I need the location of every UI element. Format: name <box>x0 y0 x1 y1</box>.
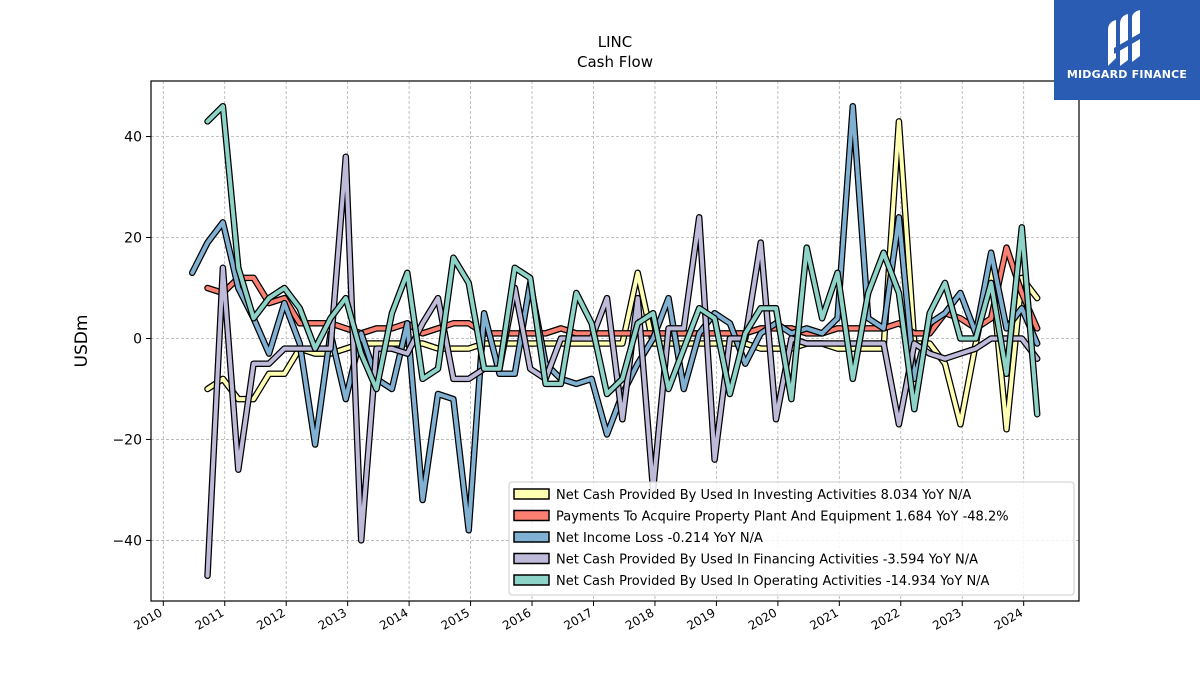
y-tick-label: 0 <box>133 331 142 347</box>
y-tick-label: −40 <box>112 533 142 549</box>
legend-swatch <box>513 531 550 543</box>
series-line-3 <box>204 153 1041 580</box>
legend-entry: Net Cash Provided By Used In Financing A… <box>556 553 978 568</box>
x-tick-label: 2020 <box>746 605 779 632</box>
series-line-1 <box>204 244 1041 337</box>
x-tick-label: 2017 <box>562 605 595 632</box>
x-tick-label: 2012 <box>254 605 287 632</box>
y-tick-label: −20 <box>112 432 142 448</box>
x-tick-label: 2011 <box>193 605 226 632</box>
x-tick-label: 2021 <box>807 605 840 632</box>
brand-mark-icon <box>1108 10 1142 66</box>
legend-entry: Net Cash Provided By Used In Investing A… <box>556 488 971 503</box>
y-tick-label: 40 <box>124 130 142 146</box>
legend-entry: Payments To Acquire Property Plant And E… <box>556 510 1009 525</box>
x-tick-label: 2013 <box>316 605 349 632</box>
x-tick-label: 2016 <box>500 605 533 632</box>
x-tick-label: 2024 <box>992 605 1025 632</box>
x-tick-label: 2010 <box>131 605 164 632</box>
x-tick-label: 2018 <box>623 605 656 632</box>
legend-entry: Net Cash Provided By Used In Operating A… <box>556 574 990 589</box>
plot-frame <box>150 80 1080 602</box>
legend-entry: Net Income Loss -0.214 YoY N/A <box>556 531 763 546</box>
legend: Net Cash Provided By Used In Investing A… <box>508 481 1075 596</box>
chart-title: LINC <box>598 33 632 51</box>
x-tick-label: 2023 <box>930 605 963 632</box>
x-tick-label: 2019 <box>684 605 717 632</box>
brand-logo: MIDGARD FINANCE <box>1054 0 1200 100</box>
legend-swatch <box>513 574 550 586</box>
series-line-4 <box>204 102 1041 418</box>
series-line-0 <box>204 118 1041 433</box>
series-lines <box>188 102 1041 580</box>
brand-name: MIDGARD FINANCE <box>1066 68 1188 81</box>
x-tick-label: 2022 <box>869 605 902 632</box>
chart-subtitle: Cash Flow <box>577 53 653 71</box>
x-tick-label: 2015 <box>439 605 472 632</box>
series-line-2 <box>188 102 1041 534</box>
y-axis-label: USDm <box>72 315 92 368</box>
legend-swatch <box>513 552 550 565</box>
legend-box <box>508 481 1075 596</box>
legend-swatch <box>513 488 550 500</box>
y-tick-label: 20 <box>124 231 142 247</box>
x-tick-label: 2014 <box>377 605 410 632</box>
legend-swatch <box>513 509 550 522</box>
